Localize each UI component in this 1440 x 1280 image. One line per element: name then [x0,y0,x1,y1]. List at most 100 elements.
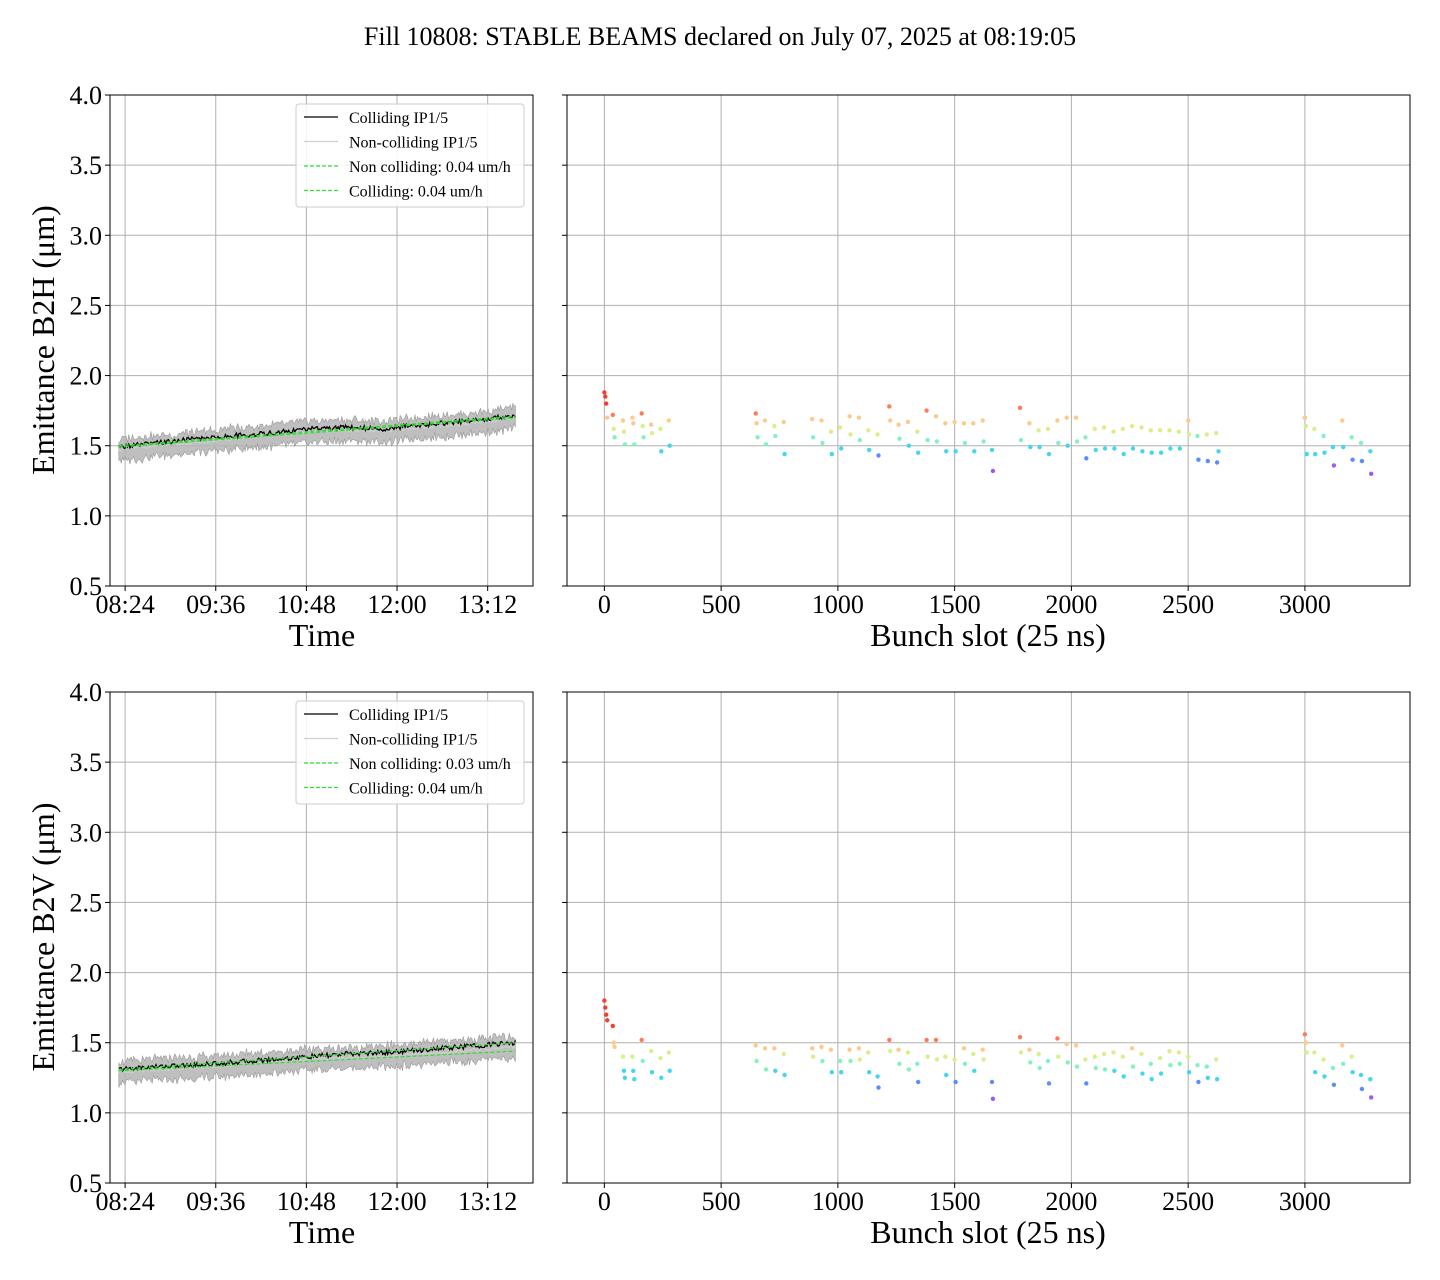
tr-data-point [1340,418,1345,423]
br-data-point [990,1096,996,1102]
bl-xlabel: Time [289,1214,355,1250]
bl-ytick-label: 4.0 [70,678,103,707]
tl-legend: Colliding IP1/5 Non-colliding IP1/5 Non co… [295,103,525,208]
br-data-point [1073,1043,1079,1048]
br-data-point [989,1079,995,1085]
tr-data-point [906,443,912,448]
tr-data-point [896,422,901,427]
tr-data-point [1204,432,1210,437]
tr-data-point [649,430,655,436]
br-xtick-label: 2000 [1045,1187,1097,1216]
tr-data-point [1341,444,1346,450]
tr-data-point [1214,460,1220,465]
tr-xticks: 0 500 1000 1500 2000 2500 3000 [598,586,1331,619]
tr-data-point [648,422,654,427]
tr-data-point [1148,428,1154,433]
br-data-point [649,1070,655,1075]
br-data-point [933,1037,939,1043]
br-data-point [1036,1051,1041,1057]
tr-data-point [658,426,663,432]
br-data-point [857,1057,862,1062]
tr-data-point [1302,415,1308,420]
br-data-point [953,1079,958,1085]
br-data-point [622,1075,628,1081]
tl-ytick-label: 3.5 [70,151,103,180]
br-data-point [934,1057,940,1062]
br-data-point [1064,1041,1069,1047]
bl-legend-box [295,700,525,805]
br-data-point [1196,1079,1201,1085]
tr-data-point [1130,446,1136,451]
tr-data-point [1196,457,1201,462]
br-data-point [972,1068,977,1074]
br-data-point [1368,1077,1373,1082]
tr-data-point [1176,429,1182,434]
tl-xtick-label: 08:24 [95,590,154,619]
tl-fit-line-1 [118,417,516,448]
tr-data-point [1214,430,1219,436]
br-data-point [754,1058,759,1064]
br-data-point [1168,1063,1173,1068]
tr-data-point [1216,449,1221,454]
bl-xtick-label: 09:36 [186,1187,245,1216]
tr-data-point [829,451,834,457]
tr-data-point [1158,450,1164,455]
tr-data-point [1027,421,1032,426]
tr-data-point [1331,463,1337,468]
br-data-point [925,1054,930,1059]
br-data-point [876,1085,881,1090]
br-data-point [603,1005,608,1010]
br-data-point [896,1047,901,1052]
br-data-point [1204,1064,1210,1069]
br-data-point [1186,1054,1191,1059]
tl-band [118,402,516,465]
tr-data-point [1046,451,1052,457]
br-data-point [867,1070,872,1075]
panel-top-left: 0.5 1.0 1.5 2.0 2.5 3.0 3.5 4.0 08:24 09:36 10:48… [25,81,534,653]
br-data-point [753,1043,758,1048]
tr-data-point [989,447,995,453]
tr-data-point [1084,456,1089,461]
br-data-point [667,1068,672,1074]
br-data-point [1157,1055,1163,1061]
tr-data-point [1120,426,1126,432]
br-data-point [1214,1057,1219,1062]
tl-lines [118,413,516,452]
br-data-point [621,1068,627,1074]
tl-axes-frame [109,94,534,587]
tr-data-point [943,421,948,426]
br-data-point [1102,1067,1108,1072]
tr-data-point [820,440,825,446]
tr-data-point [630,415,635,420]
tr-data-point [602,390,607,395]
tl-ytick-label: 2.0 [70,362,103,391]
tr-data-point [1065,443,1070,448]
br-data-point [1304,1050,1310,1055]
bl-legend: Colliding IP1/5 Non-colliding IP1/5 Non co… [295,700,525,805]
tr-data-point [857,437,862,443]
br-data-point [848,1058,853,1064]
br-data-point [1017,1034,1023,1040]
bl-noncolliding-band [118,1032,516,1088]
br-data-point [1111,1050,1116,1055]
tr-data-point [990,468,996,474]
bl-legend-label: Colliding IP1/5 [349,707,448,724]
tr-data-point [1036,428,1041,433]
tr-data-point [1312,426,1317,432]
tr-data-point [810,416,815,422]
bl-lines [118,1040,517,1074]
tr-data-point [1037,444,1042,450]
bl-ytick-label: 2.0 [70,959,103,988]
tr-data-point [763,442,769,447]
tr-data-point [1321,433,1326,439]
tr-data-point [1350,457,1355,462]
br-data-point [1037,1065,1042,1071]
tr-data-point [631,421,636,426]
tl-fit-line-2 [118,415,516,447]
tr-data-point [1368,449,1373,454]
br-xtick-label: 1000 [812,1187,864,1216]
br-data-point [1139,1051,1144,1057]
tr-data-point [762,418,768,423]
br-data-point [648,1048,654,1054]
tr-data-point [1349,435,1354,440]
